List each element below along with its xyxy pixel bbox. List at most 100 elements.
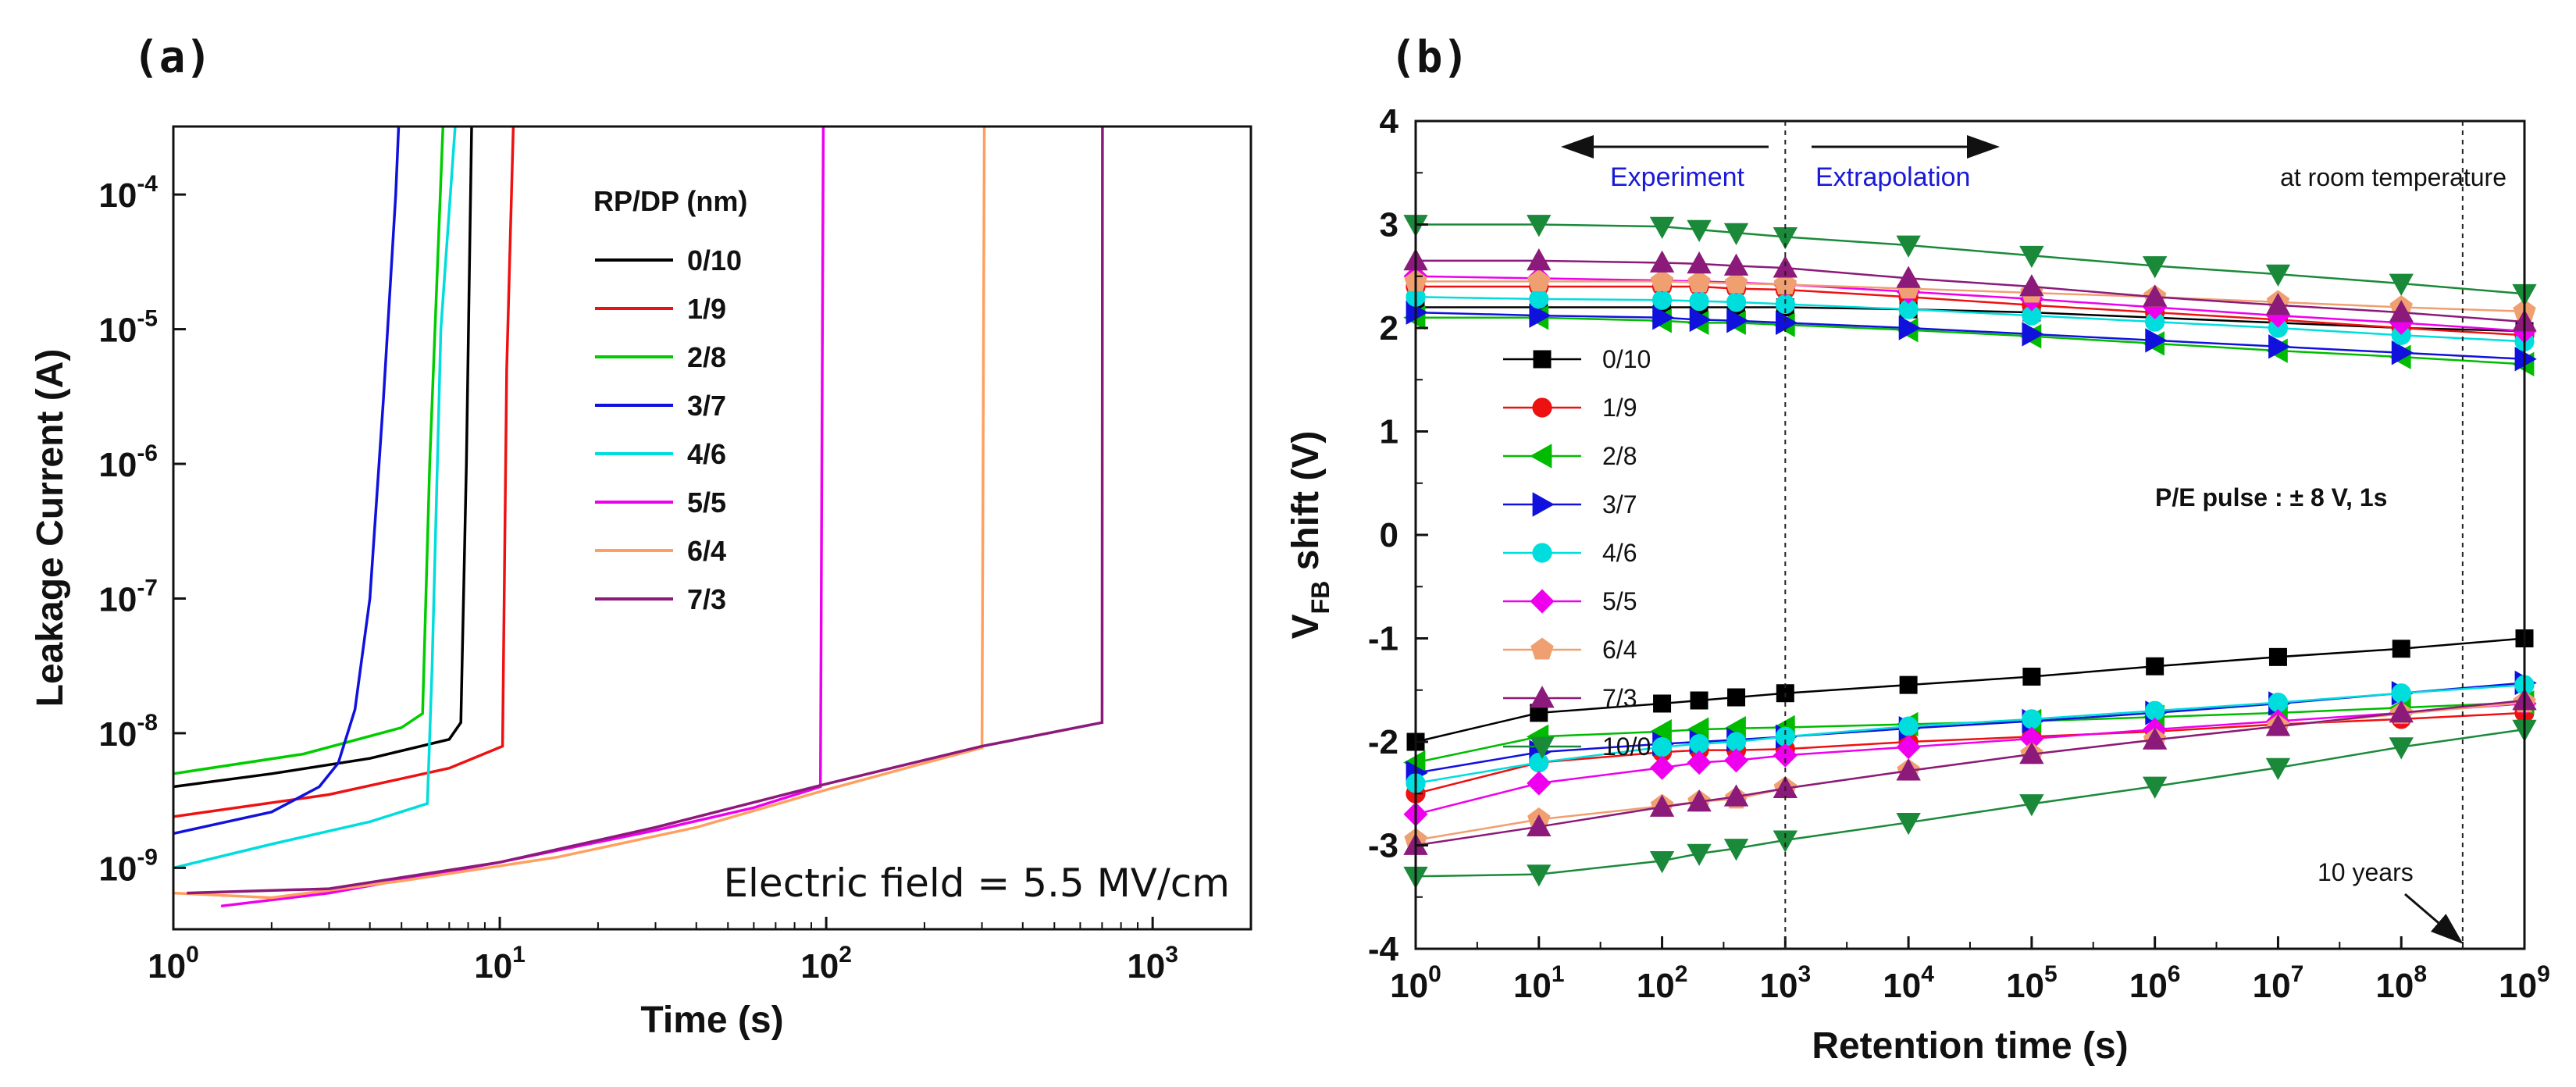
plot-a-legend-label: 7/3 [687, 583, 726, 615]
plot-b-legend-marker [1530, 637, 1554, 660]
plot-b-ytick-label: -2 [1368, 723, 1398, 761]
plot-a-series-4-6 [173, 126, 457, 870]
plot-b-point-7-3-lower [1527, 814, 1552, 836]
plot-b-ytick-label: 2 [1380, 309, 1398, 347]
plot-b-line-5-5-upper [1415, 275, 2525, 333]
plot-b-line-4-6-upper [1415, 296, 2525, 343]
plot-b-line-6-4-upper [1416, 280, 2525, 313]
plot-a-frame [172, 125, 1252, 931]
plot-b-xlabel: Retention time (s) [1812, 1025, 2128, 1067]
plot-b-point-10-0-lower [2142, 776, 2168, 799]
plot-b-xtick-label: 107 [2253, 961, 2304, 1005]
temperature-label: at room temperature [2280, 163, 2507, 191]
plot-b-point-4-6-upper [1726, 292, 1747, 312]
experiment-label: Experiment [1610, 162, 1745, 192]
plot-b-legend-marker [1530, 736, 1555, 759]
plot-b-point-7-3-upper [1649, 250, 1675, 273]
plot-b-point-3-7-upper [2022, 322, 2044, 347]
plot-b-legend-label: 10/0 [1602, 732, 1651, 761]
plot-a-xlabel: Time (s) [640, 1000, 783, 1041]
ten-years-label: 10 years [2318, 858, 2414, 886]
plot-b-legend: 0/10 1/9 2/8 3/7 4/6 5/5 6/4 7/3 10/0 [1503, 345, 1651, 761]
plot-b-point-3-7-upper [1652, 305, 1675, 330]
plot-b-ylabel-sub: FB [1306, 581, 1334, 615]
plot-b-legend-label: 2/8 [1602, 442, 1637, 470]
plot-b-point-4-6-lower [1651, 737, 1673, 757]
panel-b-label: (b) [1390, 32, 1469, 83]
plot-b-point-5-5-lower [1687, 750, 1712, 775]
plot-a-axes: 100 101 102 103 10-9 10-8 10-7 10-6 10-5 10-4 [98, 171, 1178, 985]
plot-b-line-7-3-lower [1415, 699, 2525, 846]
plot-b-point-5-5-lower [1649, 755, 1675, 780]
plot-b-point-7-3-lower [1649, 794, 1675, 817]
plot-b-xtick-label: 101 [1513, 961, 1565, 1005]
plot-b-line-0-10-lower [1415, 637, 2525, 743]
plot-b-point-7-3-lower [2142, 727, 2168, 750]
plot-b-xtick-label: 104 [1883, 961, 1934, 1005]
plot-b-point-4-6-upper [1529, 289, 1549, 309]
plot-b-point-4-6-lower [2391, 683, 2411, 704]
plot-a-xtick-label: 101 [474, 942, 526, 985]
plot-a-legend-label: 3/7 [687, 390, 726, 422]
plot-b-point-10-0-upper [2142, 256, 2168, 279]
plot-b-legend-marker [1533, 350, 1552, 369]
plot-a-series-5-5 [220, 126, 825, 908]
plot-b-line-2-8-lower [1415, 701, 2525, 764]
plot-a-legend-label: 0/10 [687, 244, 742, 276]
plot-b-xtick-label: 109 [2499, 961, 2550, 1005]
plot-a-legend-label: 4/6 [687, 438, 726, 470]
plot-b-point-10-0-lower [1649, 851, 1675, 874]
plot-b-point-3-7-upper [2268, 334, 2291, 359]
plot-b-xtick-label: 108 [2375, 961, 2427, 1005]
plot-b-legend-marker [1530, 686, 1555, 708]
plot-b-point-6-4-upper [1527, 269, 1551, 291]
plot-b-point-3-7-upper [2391, 340, 2414, 365]
plot-a-ytick-label: 10-7 [98, 575, 158, 618]
plot-b-ylabel-main: V [1285, 614, 1327, 639]
plot-b-point-0-10-lower [1653, 694, 1672, 713]
plot-b-ytick-label: 3 [1380, 206, 1398, 244]
plot-b-point-0-10-lower [1727, 688, 1746, 707]
plot-b-point-10-0-upper [1527, 215, 1552, 237]
plot-a-xtick-label: 103 [1127, 942, 1178, 985]
plot-b-legend-label: 0/10 [1602, 345, 1651, 373]
plot-b-point-5-5-lower [1773, 743, 1797, 768]
plot-b-line-5-5-lower [1415, 702, 2525, 816]
plot-b-line-2-8-upper [1416, 316, 2525, 365]
plot-b-point-3-7-upper [2145, 328, 2168, 353]
plot-b-point-10-0-lower [1527, 864, 1552, 887]
plot-b-point-5-5-lower [1527, 771, 1552, 796]
plot-a-annotation: Electric field = 5.5 MV/cm [723, 861, 1230, 906]
plot-b-point-7-3-upper [2265, 292, 2291, 315]
plot-b-legend-label: 1/9 [1602, 394, 1637, 422]
plot-b-line-10-0-lower [1415, 728, 2525, 878]
plot-b-point-10-0-upper [1896, 235, 1921, 258]
panel-a-label: (a) [133, 32, 212, 83]
plot-b-point-0-10-lower [2022, 668, 2041, 686]
plot-b-legend-marker [1532, 543, 1552, 563]
plot-b-ytick-label: -1 [1368, 620, 1398, 658]
plot-b-point-3-7-upper [1898, 315, 1922, 340]
plot-b-point-4-6-lower [2022, 709, 2042, 729]
pulse-label: P/E pulse : ± 8 V, 1s [2155, 483, 2387, 511]
plot-b-point-0-10-lower [2146, 657, 2164, 675]
plot-b-point-10-0-lower [2019, 794, 2044, 817]
plot-b-point-10-0-lower [1896, 813, 1921, 836]
plot-b-point-7-3-upper [1687, 251, 1712, 274]
plot-b-point-10-0-upper [2019, 245, 2044, 269]
plot-b-line-10-0-upper [1416, 223, 2525, 295]
extrapolation-label: Extrapolation [1815, 162, 1970, 192]
plot-b-point-6-4-upper [1724, 271, 1748, 294]
plot-b-point-3-7-upper [1776, 310, 1798, 336]
plot-b-point-10-0-upper [2389, 273, 2414, 296]
plot-b-axes: 100 101 102 103 104 105 106 107 108 109 4 3 2 1 0 -1 -2 -… [1368, 102, 2550, 1005]
plot-b-point-10-0-lower [1773, 830, 1798, 853]
plot-a-ytick-label: 10-4 [98, 171, 158, 215]
plot-b-point-7-3-lower [1723, 784, 1749, 807]
plot-b-line-7-3-upper [1416, 259, 2525, 323]
plot-b-legend-label: 4/6 [1602, 539, 1637, 567]
plot-b-frame [1414, 119, 2526, 950]
plot-a-ytick-label: 10-6 [98, 440, 158, 484]
plot-b-point-4-6-lower [1898, 716, 1919, 736]
plot-b-point-10-0-upper [1687, 219, 1712, 243]
